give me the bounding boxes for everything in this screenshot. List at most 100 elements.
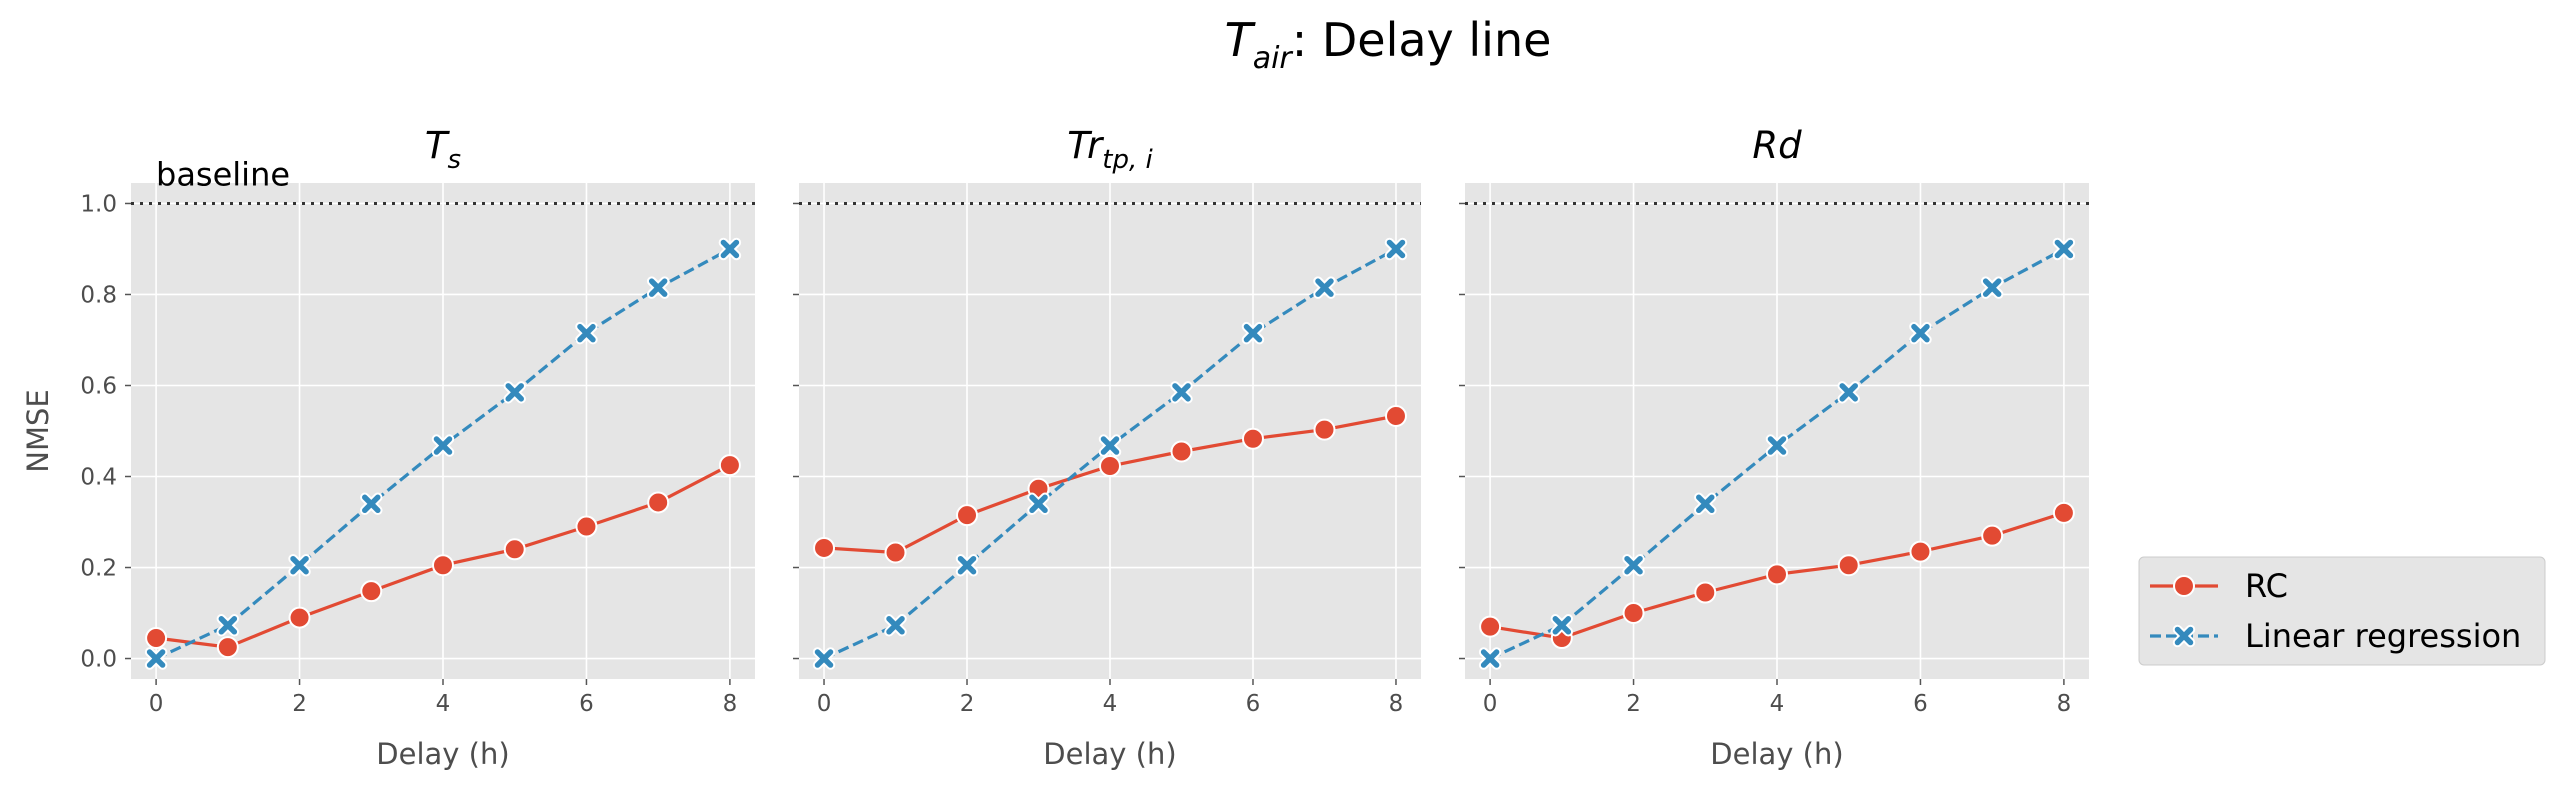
marker-x bbox=[1243, 323, 1263, 343]
data-point bbox=[1170, 440, 1193, 463]
data-point bbox=[1027, 492, 1050, 516]
x-tick-label: 0 bbox=[1483, 691, 1498, 717]
data-point bbox=[956, 504, 979, 527]
data-point bbox=[955, 553, 979, 577]
panel-title-symbol: T bbox=[425, 124, 450, 167]
series-rc bbox=[145, 454, 741, 659]
x-tick-label: 0 bbox=[149, 691, 164, 717]
panels: baseline 0 2 4 6 8 0.0 0.2 0.4 0.6 0.8 1.0 Delay (h)… bbox=[21, 124, 2089, 771]
marker-x bbox=[2054, 239, 2074, 259]
marker-x bbox=[433, 436, 453, 455]
data-point bbox=[216, 614, 240, 637]
y-tick-label: 1.0 bbox=[80, 191, 117, 217]
data-point bbox=[1909, 540, 1932, 563]
legend-item-linear-regression: Linear regression bbox=[2150, 617, 2521, 655]
x-axis-label: Delay (h) bbox=[376, 737, 509, 771]
data-point bbox=[1694, 492, 1717, 516]
data-point bbox=[503, 538, 526, 561]
legend-marker bbox=[2174, 626, 2194, 646]
legend-label: Linear regression bbox=[2245, 617, 2521, 655]
panel-2: 0 2 4 6 8 Delay (h) Trtp, i bbox=[793, 124, 1421, 771]
data-point bbox=[1241, 427, 1264, 450]
marker-x bbox=[814, 649, 834, 668]
x-tick-label: 4 bbox=[1770, 691, 1785, 717]
data-point bbox=[216, 636, 239, 659]
marker-x bbox=[1982, 278, 2002, 297]
x-tick-label: 4 bbox=[1103, 691, 1118, 717]
panel-title-subscript: s bbox=[448, 145, 462, 175]
x-tick-label: 0 bbox=[817, 691, 832, 717]
x-axis-label: Delay (h) bbox=[1043, 737, 1176, 771]
data-point bbox=[2052, 501, 2075, 524]
marker-x bbox=[218, 616, 238, 635]
y-tick-label: 0.2 bbox=[80, 556, 117, 582]
baseline-label: baseline bbox=[156, 155, 290, 193]
data-point bbox=[813, 536, 836, 559]
data-point bbox=[1384, 404, 1407, 427]
data-point bbox=[1241, 321, 1265, 345]
data-point bbox=[432, 554, 454, 577]
x-tick-label: 2 bbox=[960, 691, 975, 717]
panel-title-symbol: Tr bbox=[1067, 124, 1105, 167]
x-tick-label: 8 bbox=[1389, 691, 1404, 717]
data-point bbox=[1765, 434, 1789, 457]
series-linear-regression bbox=[812, 237, 1408, 670]
data-point bbox=[1479, 615, 1502, 638]
legend-item-rc: RC bbox=[2150, 567, 2288, 605]
y-tick-label: 0.4 bbox=[80, 465, 117, 491]
data-point bbox=[1478, 647, 1502, 670]
figure-title-symbol: T bbox=[1225, 13, 1257, 67]
data-point bbox=[360, 492, 383, 516]
data-point bbox=[1622, 553, 1645, 577]
data-point bbox=[1099, 455, 1121, 478]
data-point bbox=[718, 454, 741, 477]
x-tick-label: 8 bbox=[723, 691, 738, 717]
marker-x bbox=[1100, 436, 1120, 455]
data-point bbox=[1098, 434, 1122, 457]
data-point bbox=[575, 321, 598, 345]
panel-3: 0 2 4 6 8 Delay (h) Rd bbox=[1459, 124, 2089, 771]
marker-x bbox=[886, 616, 905, 635]
data-point bbox=[503, 381, 526, 404]
data-point bbox=[1837, 554, 1860, 577]
marker-x bbox=[1552, 616, 1572, 635]
marker-x bbox=[1624, 555, 1643, 575]
y-axis-label: NMSE bbox=[21, 389, 55, 472]
marker-x bbox=[1172, 383, 1191, 402]
data-point bbox=[1694, 581, 1717, 604]
series-rc bbox=[813, 404, 1407, 564]
marker-x bbox=[290, 555, 309, 575]
data-point bbox=[1384, 237, 1408, 261]
y-tick-label: 0.8 bbox=[80, 282, 117, 308]
x-tick-label: 4 bbox=[436, 691, 451, 717]
panel-title-subscript: tp, i bbox=[1102, 145, 1153, 175]
data-point bbox=[431, 434, 455, 457]
marker-x bbox=[1386, 239, 1406, 259]
y-tick-label: 0.0 bbox=[80, 647, 117, 673]
data-point bbox=[1766, 563, 1788, 586]
panel-title: Trtp, i bbox=[1067, 124, 1153, 175]
series-linear-regression bbox=[1478, 237, 2076, 670]
panel-title-symbol: Rd bbox=[1752, 124, 1802, 167]
data-point bbox=[647, 491, 670, 514]
legend-marker bbox=[2173, 575, 2195, 597]
data-point bbox=[1981, 524, 2004, 547]
figure-title: Tair: Delay line bbox=[1225, 13, 1552, 76]
x-tick-label: 2 bbox=[1626, 691, 1641, 717]
marker-x bbox=[577, 323, 596, 343]
data-point bbox=[1837, 381, 1860, 404]
marker-x bbox=[1315, 278, 1334, 297]
data-point bbox=[884, 614, 907, 637]
x-tick-label: 6 bbox=[1913, 691, 1928, 717]
data-point bbox=[718, 237, 742, 261]
series-rc bbox=[1479, 501, 2075, 650]
data-point bbox=[360, 580, 383, 603]
panel-1: baseline 0 2 4 6 8 0.0 0.2 0.4 0.6 0.8 1.0 Delay (h)… bbox=[21, 124, 755, 771]
data-point bbox=[145, 627, 168, 650]
series-linear-regression bbox=[144, 237, 742, 670]
legend: RC Linear regression bbox=[2138, 556, 2546, 666]
panel-title: Ts bbox=[425, 124, 461, 175]
data-point bbox=[1622, 602, 1645, 625]
data-point bbox=[288, 606, 311, 629]
